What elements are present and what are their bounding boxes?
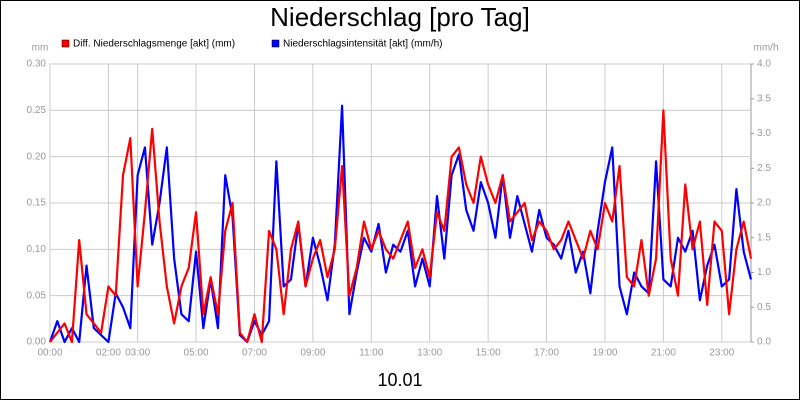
x-axis-label: 10.01 [377, 370, 422, 390]
x-tick-label: 02:00 [96, 348, 121, 359]
x-tick-label: 19:00 [592, 348, 617, 359]
x-tick-label: 23:00 [709, 348, 734, 359]
x-tick-label: 17:00 [534, 348, 559, 359]
x-tick-label: 11:00 [359, 348, 384, 359]
y2-tick-label: 0.0 [757, 337, 771, 348]
y2-tick-label: 1.5 [757, 232, 771, 243]
y-tick-label: 0.10 [27, 244, 47, 255]
legend-label: Niederschlagsintensität [akt] (mm/h) [283, 39, 443, 50]
y2-tick-label: 3.0 [757, 128, 771, 139]
x-tick-label: 21:00 [651, 348, 676, 359]
x-tick-label: 05:00 [184, 348, 209, 359]
y2-tick-label: 0.5 [757, 302, 771, 313]
y2-tick-label: 3.5 [757, 93, 771, 104]
series-line [49, 109, 753, 344]
x-tick-label: 03:00 [125, 348, 150, 359]
x-tick-label: 15:00 [476, 348, 501, 359]
y2-tick-label: 1.0 [757, 267, 771, 278]
legend-swatch [61, 39, 70, 48]
y2-tick-label: 2.0 [757, 198, 771, 209]
y-tick-label: 0.30 [27, 59, 47, 70]
x-tick-label: 07:00 [242, 348, 267, 359]
y-tick-label: 0.15 [27, 198, 47, 209]
y-tick-label: 0.25 [27, 105, 47, 116]
y-tick-label: 0.20 [27, 151, 47, 162]
y2-tick-label: 2.5 [757, 163, 771, 174]
y2-axis-label: mm/h [754, 43, 779, 54]
y-axis-label: mm [32, 43, 49, 54]
x-tick-label: 00:00 [37, 348, 62, 359]
x-tick-label: 13:00 [417, 348, 442, 359]
y-tick-label: 0.05 [27, 290, 47, 301]
legend-swatch [271, 39, 280, 48]
chart-title: Niederschlag [pro Tag] [270, 2, 530, 32]
y-tick-label: 0.00 [27, 337, 47, 348]
y2-tick-label: 4.0 [757, 59, 771, 70]
x-tick-label: 09:00 [300, 348, 325, 359]
legend-label: Diff. Niederschlagsmenge [akt] (mm) [73, 39, 235, 50]
series-line [48, 104, 753, 344]
